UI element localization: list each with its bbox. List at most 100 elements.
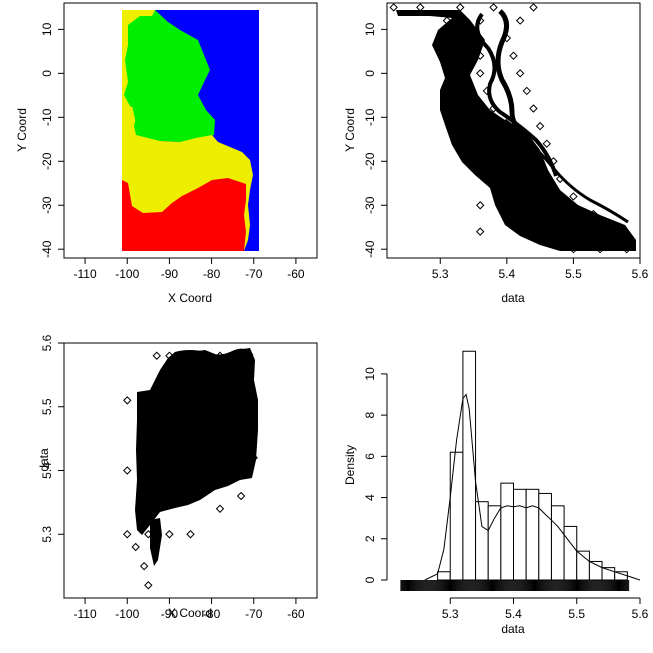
histogram-bar — [487, 505, 502, 581]
scatter-point — [476, 227, 485, 236]
x-tick-label: -70 — [245, 607, 263, 621]
scatter-point — [529, 104, 538, 113]
scatter-point — [442, 16, 452, 25]
y-tick-label: 2 — [363, 535, 377, 542]
scatter-point — [542, 192, 551, 201]
scatter-point — [549, 157, 558, 166]
scatter-point — [476, 139, 485, 148]
x-tick-label: -100 — [115, 267, 139, 281]
x-tick-label: -100 — [115, 607, 139, 621]
y-tick-label: -30 — [363, 196, 377, 214]
scatter-point — [476, 201, 485, 210]
y-tick-label: 6 — [363, 453, 377, 460]
scatter-xcoord-xlabel: X Coord — [168, 606, 212, 620]
scatter-point — [555, 174, 565, 184]
scatter-point — [456, 3, 465, 12]
y-tick-label: 4 — [363, 494, 377, 501]
region-red — [122, 178, 246, 251]
scatter-point — [502, 33, 512, 43]
histogram-xlabel: data — [501, 622, 525, 636]
histogram-bar — [462, 350, 477, 581]
scatter-point — [529, 174, 538, 184]
x-tick-label: 5.4 — [498, 267, 515, 281]
x-tick-label: -70 — [245, 267, 263, 281]
scatter-point — [515, 223, 525, 232]
y-tick-label: -20 — [363, 152, 377, 170]
scatter-point — [549, 227, 558, 236]
scatter-xcoord-tail — [150, 518, 162, 566]
region-green-inner — [132, 96, 200, 135]
map-ylabel: Y Coord — [15, 108, 29, 152]
histogram-bar — [513, 488, 527, 581]
x-tick-label: -60 — [287, 607, 305, 621]
scatter-xcoord-axes: -110 -100 -90 -80 -70 -60 5.3 5.4 5.5 5.6 — [40, 334, 305, 621]
y-tick-label: 0 — [363, 576, 377, 583]
scatter-point — [502, 174, 512, 184]
scatter-point — [449, 51, 458, 60]
scatter-point — [207, 434, 216, 443]
scatter-point — [389, 3, 398, 12]
scatter-point — [165, 434, 174, 443]
scatter-point — [542, 139, 551, 148]
y-tick-label: 5.5 — [40, 398, 54, 415]
histogram-bar — [550, 505, 565, 581]
scatter-point — [462, 121, 472, 131]
scatter-point — [595, 244, 605, 254]
x-tick-label: 5.5 — [568, 607, 585, 621]
scatter-xcoord-cloud — [135, 348, 258, 566]
scatter-point — [509, 51, 518, 60]
scatter-point — [589, 209, 598, 219]
x-tick-label: -90 — [161, 267, 179, 281]
y-tick-label: 5.3 — [40, 526, 54, 543]
scatter-point — [569, 192, 578, 201]
density-curve — [424, 393, 641, 581]
scatter-point — [529, 209, 538, 219]
y-tick-label: -30 — [40, 196, 54, 214]
scatter-point — [609, 227, 618, 236]
histogram-ylabel: Density — [343, 445, 357, 485]
map-xlabel: X Coord — [168, 291, 212, 305]
scatter-point — [515, 16, 525, 25]
histogram-bar — [437, 571, 451, 581]
scatter-point — [562, 209, 571, 219]
scatter-point — [442, 33, 452, 43]
histogram-bars — [437, 350, 628, 581]
scatter-point — [529, 3, 538, 12]
histogram-bar — [538, 492, 552, 581]
histogram-bar — [563, 525, 578, 581]
scatter-point — [522, 86, 532, 96]
scatter-point — [582, 227, 591, 236]
scatter-point — [186, 530, 195, 539]
scatter-ycoord-xlabel: data — [501, 291, 525, 305]
y-tick-label: 0 — [40, 70, 54, 77]
x-tick-label: 5.6 — [632, 607, 649, 621]
scatter-point — [489, 157, 498, 166]
y-tick-label: 5.6 — [40, 334, 54, 351]
histogram-rug — [400, 580, 630, 591]
scatter-point — [416, 3, 425, 12]
scatter-point — [476, 69, 485, 78]
histogram-bar — [525, 488, 540, 581]
y-tick-label: 0 — [363, 70, 377, 77]
scatter-xcoord-ylabel: data — [37, 448, 51, 472]
scatter-point — [139, 561, 149, 571]
histogram-bar — [449, 451, 464, 581]
scatter-ycoord-ylabel: Y Coord — [343, 108, 357, 152]
scatter-point — [173, 364, 183, 373]
x-tick-label: -90 — [161, 607, 179, 621]
scatter-ycoord-cloud — [396, 9, 636, 251]
scatter-point — [535, 121, 545, 131]
scatter-point — [144, 581, 153, 590]
y-tick-label: -40 — [40, 240, 54, 258]
x-tick-label: -110 — [74, 267, 97, 281]
scatter-point — [215, 504, 225, 513]
scatter-ycoord-axes: 5.3 5.4 5.5 5.6 -40 -30 -20 -10 0 10 — [363, 22, 649, 281]
y-tick-label: -10 — [363, 108, 377, 126]
scatter-point — [215, 351, 225, 360]
y-tick-label: 10 — [363, 367, 377, 381]
scatter-point — [509, 139, 518, 148]
scatter-point — [131, 542, 140, 552]
scatter-point — [165, 351, 174, 360]
